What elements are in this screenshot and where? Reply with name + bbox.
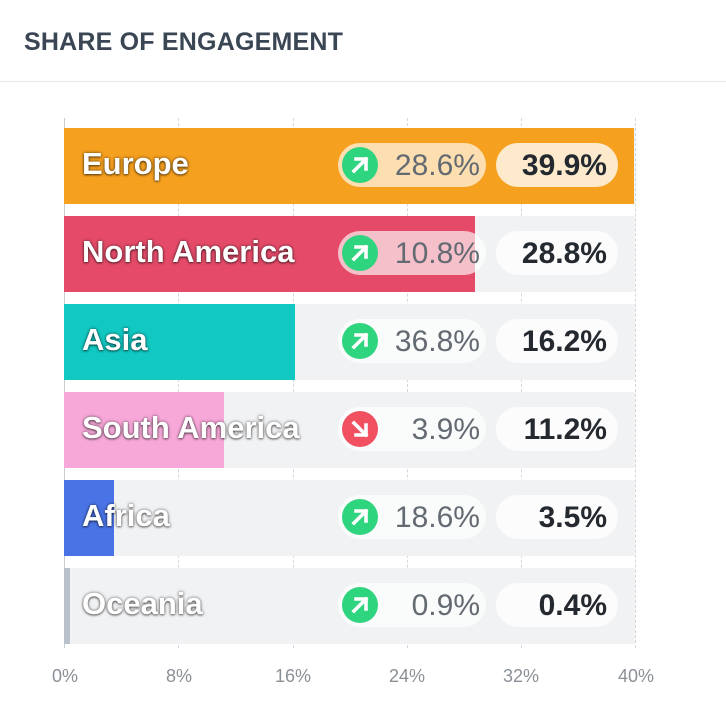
share-value: 0.4% — [538, 589, 607, 622]
gridline — [635, 118, 636, 648]
change-badge: 3.9% — [338, 407, 486, 451]
share-value: 11.2% — [523, 413, 607, 446]
arrow-up-right-icon — [342, 323, 378, 359]
arrow-up-right-icon — [342, 147, 378, 183]
bar-row: Oceania 0.9% 0.4% — [64, 568, 635, 644]
change-value: 36.8% — [394, 325, 480, 358]
share-value: 39.9% — [521, 149, 607, 182]
category-label: Europe — [82, 146, 189, 181]
share-badge: 28.8% — [496, 231, 618, 275]
change-badge: 0.9% — [338, 583, 486, 627]
bar-row: South America 3.9% 11.2% — [64, 392, 635, 468]
gridline — [293, 118, 294, 648]
change-badge: 10.8% — [338, 231, 486, 275]
bar-row: North America 10.8% 28.8% — [64, 216, 635, 292]
share-badge: 0.4% — [496, 583, 618, 627]
share-value: 28.8% — [521, 237, 607, 270]
share-badge: 16.2% — [496, 319, 618, 363]
card-header: SHARE OF ENGAGEMENT — [0, 0, 726, 82]
y-axis-line — [64, 118, 65, 648]
category-label: Asia — [82, 322, 148, 357]
chart-title: SHARE OF ENGAGEMENT — [24, 28, 344, 56]
share-badge: 3.5% — [496, 495, 618, 539]
share-value: 3.5% — [538, 501, 607, 534]
share-badge: 39.9% — [496, 143, 618, 187]
change-value: 28.6% — [394, 149, 480, 182]
bar — [64, 304, 295, 380]
arrow-up-right-icon — [342, 235, 378, 271]
arrow-down-right-icon — [342, 411, 378, 447]
change-value: 3.9% — [411, 413, 480, 446]
gridline — [407, 118, 408, 648]
share-badge: 11.2% — [496, 407, 618, 451]
change-badge: 18.6% — [338, 495, 486, 539]
change-value: 10.8% — [394, 237, 480, 270]
x-tick-label: 24% — [388, 666, 426, 686]
x-tick-label: 32% — [502, 666, 540, 686]
bar — [64, 480, 114, 556]
bar-row: Asia 36.8% 16.2% — [64, 304, 635, 380]
share-value: 16.2% — [521, 325, 607, 358]
gridline — [521, 118, 522, 648]
arrow-up-right-icon — [342, 587, 378, 623]
x-tick-label: 8% — [165, 666, 192, 686]
bar — [64, 568, 70, 644]
gridline — [178, 118, 179, 648]
change-badge: 36.8% — [338, 319, 486, 363]
x-tick-label: 0% — [51, 666, 78, 686]
x-tick-label: 40% — [617, 666, 655, 686]
category-label: Oceania — [82, 586, 203, 621]
category-label: South America — [82, 410, 300, 445]
arrow-up-right-icon — [342, 499, 378, 535]
x-tick-label: 16% — [274, 666, 312, 686]
category-label: North America — [82, 234, 295, 269]
change-value: 0.9% — [411, 589, 480, 622]
bar-row: Africa 18.6% 3.5% — [64, 480, 635, 556]
category-label: Africa — [82, 498, 170, 533]
change-badge: 28.6% — [338, 143, 486, 187]
bar-row: Europe 28.6% 39.9% — [64, 128, 635, 204]
plot-area — [64, 118, 636, 648]
change-value: 18.6% — [394, 501, 480, 534]
bar — [64, 392, 224, 468]
